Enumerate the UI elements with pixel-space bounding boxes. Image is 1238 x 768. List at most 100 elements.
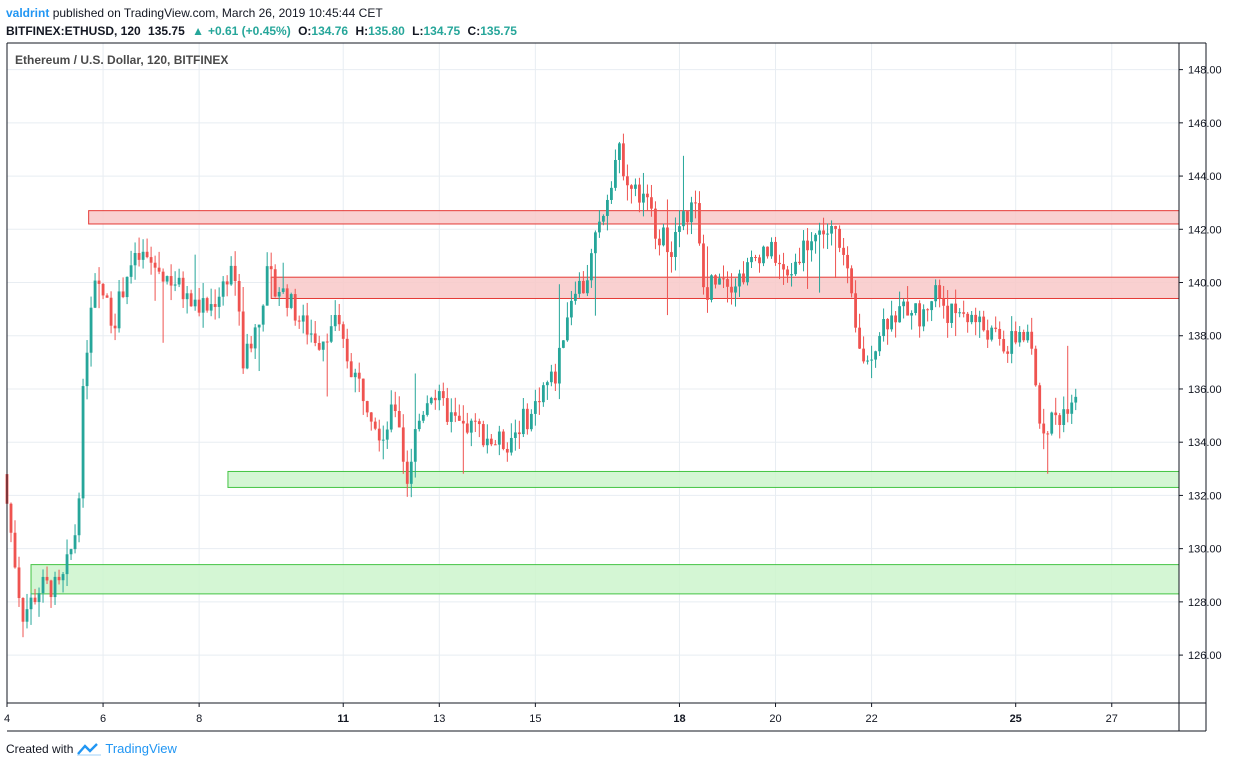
candle-body xyxy=(738,273,741,287)
tradingview-brand[interactable]: TradingView xyxy=(105,741,177,756)
candle-body xyxy=(798,261,801,264)
chart-title: Ethereum / U.S. Dollar, 120, BITFINEX xyxy=(15,53,228,67)
candle-body xyxy=(201,298,205,313)
candle-body xyxy=(682,211,685,227)
candle-body xyxy=(413,429,417,462)
candle-body xyxy=(610,187,613,200)
candle-body xyxy=(754,256,757,258)
candle-body xyxy=(638,184,641,203)
candle-body xyxy=(441,391,445,399)
low-label: L: xyxy=(412,24,424,38)
candle-body xyxy=(9,503,13,533)
created-with-label: Created with xyxy=(6,741,74,756)
candle-body xyxy=(622,143,625,177)
x-tick-label: 25 xyxy=(1010,713,1022,725)
x-tick-label: 18 xyxy=(673,713,685,725)
candle-body xyxy=(589,253,593,281)
candle-body xyxy=(333,314,337,327)
candle-body xyxy=(626,176,629,186)
candle-body xyxy=(565,317,569,341)
candle-body xyxy=(1070,402,1074,414)
candle-body xyxy=(97,280,101,284)
grid-lines xyxy=(6,43,1179,703)
x-tick-label: 11 xyxy=(337,713,349,725)
candle-body xyxy=(930,301,934,311)
candle-body xyxy=(850,268,853,294)
high-label: H: xyxy=(355,24,369,38)
open-label: O: xyxy=(298,24,312,38)
close-label: C: xyxy=(467,24,481,38)
author-name[interactable]: valdrint xyxy=(6,6,50,20)
x-tick-label: 20 xyxy=(769,713,781,725)
candle-body xyxy=(606,199,609,216)
candle-body xyxy=(766,246,769,257)
y-tick-label: 146.00 xyxy=(1188,118,1222,130)
sr-zones xyxy=(30,210,1180,595)
candle-body xyxy=(750,256,753,263)
candle-body xyxy=(521,408,525,435)
candle-body xyxy=(662,227,665,246)
candle-body xyxy=(321,341,325,350)
candle-body xyxy=(345,338,349,362)
x-tick-label: 27 xyxy=(1106,713,1118,725)
candle-body xyxy=(890,315,894,330)
candle-body xyxy=(630,185,633,189)
candle-body xyxy=(678,226,681,232)
candle-body xyxy=(325,341,329,343)
candle-body xyxy=(493,444,497,446)
candle-body xyxy=(241,311,245,369)
candle-body xyxy=(990,327,994,340)
candle-body xyxy=(730,286,733,293)
candle-body xyxy=(497,431,501,445)
candle-body xyxy=(758,257,761,264)
candle-body xyxy=(169,276,173,286)
candle-body xyxy=(1034,348,1038,386)
candle-body xyxy=(309,333,313,335)
candle-body xyxy=(225,281,229,285)
candle-body xyxy=(533,401,537,414)
candle-body xyxy=(537,401,541,403)
candle-body xyxy=(569,300,573,318)
candle-body xyxy=(397,411,401,428)
candle-body xyxy=(245,343,249,369)
candle-body xyxy=(914,303,918,313)
candle-body xyxy=(377,428,381,441)
candle-body xyxy=(313,333,317,343)
candle-body xyxy=(93,280,97,308)
candle-body xyxy=(1022,331,1026,341)
candle-body xyxy=(33,597,37,603)
candle-body xyxy=(217,296,221,307)
candle-body xyxy=(257,324,261,328)
candle-body xyxy=(289,294,293,308)
candle-body xyxy=(706,287,709,300)
candle-body xyxy=(694,202,697,204)
candlesticks xyxy=(5,133,1078,638)
candle-body xyxy=(1062,409,1066,425)
candle-body xyxy=(509,437,513,453)
candle-body xyxy=(185,293,189,300)
candle-body xyxy=(285,288,289,308)
candle-body xyxy=(774,241,777,263)
candle-body xyxy=(461,420,465,424)
candle-body xyxy=(133,253,137,266)
candle-body xyxy=(409,461,413,484)
candle-body xyxy=(125,276,129,298)
candle-body xyxy=(1026,331,1030,341)
y-tick-label: 134.00 xyxy=(1188,437,1222,449)
candle-body xyxy=(906,301,910,316)
candle-body xyxy=(25,609,29,622)
candle-body xyxy=(369,412,373,422)
candle-body xyxy=(654,208,657,239)
support-zone-lower xyxy=(30,564,1180,595)
candle-body xyxy=(137,253,141,260)
candle-body xyxy=(1042,423,1046,434)
candle-body xyxy=(153,262,157,268)
candle-body xyxy=(1046,433,1050,435)
candle-body xyxy=(958,312,962,314)
candle-body xyxy=(189,293,193,307)
candle-body xyxy=(634,184,637,189)
candle-body xyxy=(233,265,237,282)
candle-body xyxy=(994,327,998,329)
